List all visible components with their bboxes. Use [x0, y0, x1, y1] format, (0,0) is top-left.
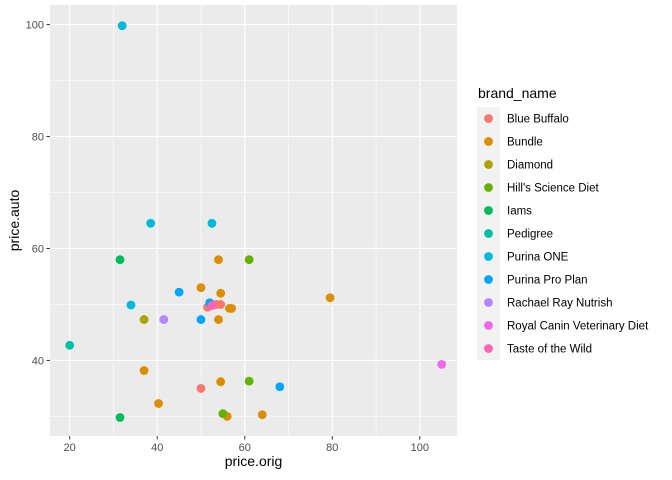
- legend-marker: [484, 252, 493, 261]
- y-tick-label: 80: [32, 132, 44, 144]
- legend-label: Purina Pro Plan: [507, 275, 588, 287]
- data-point: [437, 359, 447, 369]
- data-point: [146, 218, 156, 228]
- x-tick-label: 60: [239, 442, 251, 454]
- legend-label: Purina ONE: [507, 252, 569, 264]
- legend-item: Bundle: [477, 130, 543, 153]
- legend-marker: [484, 275, 493, 284]
- data-point: [244, 255, 254, 265]
- data-point: [275, 382, 285, 392]
- y-tick-label: 60: [32, 243, 44, 255]
- legend-marker: [484, 137, 493, 146]
- data-point: [244, 376, 254, 386]
- legend-label: Hill's Science Diet: [507, 183, 599, 195]
- x-axis-ticks: 20 40 60 80 100: [64, 436, 429, 454]
- data-point: [65, 340, 75, 350]
- data-point: [227, 303, 237, 313]
- data-point: [115, 413, 125, 422]
- y-axis-title: price.auto: [6, 190, 22, 252]
- panel-background: [50, 5, 457, 436]
- legend-item: Taste of the Wild: [477, 337, 592, 360]
- legend: brand_name Blue Buffalo Bundle Diamond Hill…: [477, 85, 649, 360]
- legend-title: brand_name: [478, 85, 557, 101]
- legend-marker: [484, 229, 493, 238]
- x-tick-label: 20: [64, 442, 76, 454]
- legend-marker: [484, 206, 493, 215]
- legend-item: Hill's Science Diet: [477, 176, 599, 199]
- data-point: [139, 366, 149, 375]
- data-point: [214, 315, 223, 324]
- x-tick-label: 40: [151, 442, 163, 454]
- legend-marker: [484, 344, 493, 353]
- y-tick-label: 40: [32, 355, 44, 367]
- legend-item: Pedigree: [477, 222, 553, 245]
- x-tick-label: 80: [326, 442, 338, 454]
- legend-marker: [484, 298, 493, 307]
- data-points: [65, 21, 447, 422]
- legend-item: Royal Canin Veterinary Diet: [477, 314, 649, 337]
- legend-marker: [484, 183, 493, 192]
- data-point: [207, 301, 217, 310]
- data-point: [214, 255, 223, 265]
- legend-item: Diamond: [477, 153, 553, 176]
- data-point: [174, 287, 184, 297]
- data-point: [216, 288, 226, 298]
- legend-marker: [484, 160, 493, 169]
- data-point: [117, 21, 127, 31]
- data-point: [216, 377, 226, 387]
- data-point: [196, 315, 206, 324]
- data-point: [126, 300, 136, 310]
- legend-label: Pedigree: [507, 229, 553, 241]
- major-gridlines: [50, 5, 457, 436]
- legend-label: Diamond: [507, 160, 553, 172]
- x-axis-title: price.orig: [225, 453, 283, 469]
- data-point: [207, 218, 217, 228]
- legend-item: Rachael Ray Nutrish: [477, 291, 612, 314]
- legend-marker: [484, 321, 493, 330]
- legend-item: Blue Buffalo: [477, 107, 569, 130]
- data-point: [159, 315, 169, 324]
- data-point: [218, 409, 228, 419]
- data-point: [216, 300, 226, 309]
- data-point: [115, 255, 125, 265]
- data-point: [257, 410, 267, 420]
- legend-item: Iams: [477, 199, 532, 222]
- legend-label: Rachael Ray Nutrish: [507, 298, 612, 310]
- legend-item: Purina Pro Plan: [477, 268, 588, 291]
- legend-label: Taste of the Wild: [507, 344, 592, 356]
- data-point: [139, 315, 149, 324]
- legend-label: Bundle: [507, 137, 543, 149]
- x-tick-label: 100: [411, 442, 429, 454]
- y-axis-ticks: 40 60 80 100: [26, 20, 50, 367]
- legend-label: Blue Buffalo: [507, 114, 569, 126]
- data-point: [196, 384, 206, 393]
- legend-marker: [484, 114, 493, 123]
- legend-item: Purina ONE: [477, 245, 569, 268]
- legend-label: Iams: [507, 206, 532, 218]
- y-tick-label: 100: [26, 20, 44, 32]
- data-point: [196, 283, 206, 293]
- legend-label: Royal Canin Veterinary Diet: [507, 321, 649, 333]
- data-point: [325, 293, 335, 303]
- data-point: [154, 399, 163, 408]
